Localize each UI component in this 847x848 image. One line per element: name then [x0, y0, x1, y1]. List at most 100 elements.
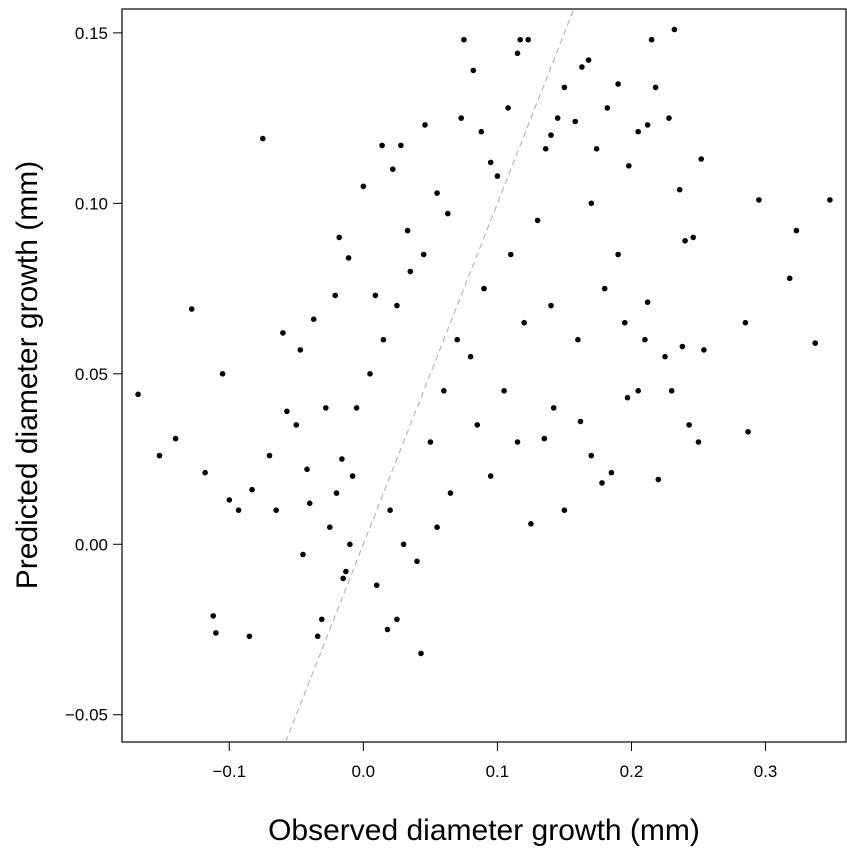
data-point: [588, 200, 595, 207]
data-point: [172, 435, 179, 442]
data-point: [454, 336, 461, 343]
data-point: [420, 251, 427, 258]
data-point: [284, 408, 290, 415]
data-point: [297, 347, 304, 353]
data-point: [671, 26, 678, 33]
data-point: [400, 541, 407, 548]
data-point: [601, 285, 608, 292]
data-point: [648, 36, 655, 43]
data-point: [343, 568, 349, 575]
data-point: [266, 452, 273, 459]
data-point: [447, 490, 454, 496]
data-point: [441, 388, 447, 394]
data-point: [384, 626, 391, 633]
data-point: [404, 227, 411, 234]
data-point: [474, 422, 481, 428]
data-point: [300, 551, 306, 558]
data-point: [695, 439, 702, 445]
data-point: [487, 159, 494, 166]
data-point: [293, 422, 300, 428]
data-point: [593, 146, 600, 152]
data-point: [434, 190, 440, 196]
y-axis-title: Predicted diameter growth (mm): [11, 161, 44, 589]
data-point: [615, 251, 621, 258]
data-point: [615, 81, 621, 87]
data-point: [624, 394, 631, 401]
data-point: [379, 142, 385, 149]
data-point: [508, 251, 514, 258]
data-point: [422, 122, 428, 128]
data-point: [487, 473, 494, 479]
data-point: [668, 388, 675, 394]
data-point: [561, 84, 568, 91]
data-point: [213, 630, 219, 636]
data-point: [588, 452, 595, 459]
data-point: [390, 166, 396, 172]
x-tick-label: −0.1: [212, 762, 246, 781]
data-point: [577, 418, 584, 425]
data-point: [756, 197, 762, 203]
data-point: [418, 650, 424, 657]
data-point: [360, 183, 367, 190]
data-point: [327, 524, 333, 530]
data-point: [690, 234, 696, 241]
data-point: [339, 456, 345, 462]
data-point: [644, 299, 651, 306]
y-tick-label: 0.15: [75, 24, 108, 43]
data-point: [349, 473, 356, 479]
x-tick-label: 0.3: [754, 762, 778, 781]
data-point: [235, 507, 242, 513]
data-point: [260, 135, 266, 142]
data-point: [347, 541, 353, 548]
data-point: [579, 64, 585, 70]
data-point: [135, 391, 141, 398]
y-tick-label: 0.10: [75, 194, 108, 213]
data-point: [676, 186, 683, 193]
data-point: [304, 466, 310, 473]
data-point: [323, 405, 329, 411]
data-point: [306, 500, 313, 507]
data-point: [226, 497, 233, 503]
data-point: [635, 388, 641, 394]
data-points: [135, 26, 833, 657]
data-point: [534, 217, 541, 224]
data-point: [353, 405, 360, 411]
data-point: [246, 633, 253, 640]
x-axis-title: Observed diameter growth (mm): [268, 814, 700, 847]
data-point: [662, 353, 668, 360]
data-point: [336, 234, 343, 241]
data-point: [367, 371, 373, 377]
x-tick-label: 0.0: [352, 762, 376, 781]
data-point: [210, 613, 216, 619]
data-point: [372, 292, 379, 299]
data-point: [686, 422, 692, 428]
data-point: [478, 128, 485, 135]
data-point: [604, 105, 611, 111]
data-point: [345, 255, 352, 261]
data-point: [548, 302, 554, 309]
y-tick-label: 0.05: [75, 365, 108, 384]
data-point: [550, 405, 557, 411]
plot-area-frame: [121, 8, 847, 743]
data-point: [188, 306, 195, 312]
data-point: [525, 36, 531, 43]
data-point: [434, 524, 440, 530]
data-point: [494, 173, 501, 179]
data-point: [812, 340, 818, 346]
data-point: [273, 507, 280, 513]
data-point: [698, 156, 704, 162]
data-point: [340, 575, 347, 582]
data-point: [521, 319, 527, 326]
y-tick-label: 0.00: [75, 535, 108, 554]
data-point: [786, 275, 793, 282]
data-point: [514, 439, 521, 445]
data-point: [319, 616, 325, 623]
x-tick-label: 0.2: [620, 762, 644, 781]
data-point: [514, 50, 521, 57]
data-point: [332, 292, 339, 299]
data-point: [655, 476, 662, 483]
data-point: [827, 197, 833, 203]
data-point: [742, 319, 749, 326]
data-point: [548, 132, 554, 138]
